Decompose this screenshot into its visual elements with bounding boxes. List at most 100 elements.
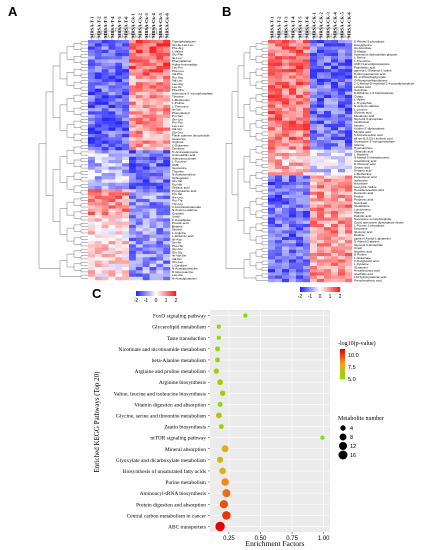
- heatmap-cell: [142, 98, 150, 102]
- heatmap-cell: [88, 88, 96, 93]
- heatmap-cell: [310, 56, 318, 60]
- heatmap-cell: [289, 133, 297, 137]
- heatmap-cell: [282, 98, 290, 102]
- panel-label-b: B: [222, 4, 231, 19]
- heatmap-cell: [108, 273, 116, 277]
- heatmap-cell: [122, 244, 130, 248]
- heatmap-cell: [345, 146, 353, 150]
- heatmap-cell: [163, 117, 171, 122]
- heatmap-cell: [275, 262, 283, 267]
- heatmap-cell: [345, 185, 353, 189]
- legend-gradient-segment: [340, 373, 345, 375]
- metabolite-label: Glu-Ile-Leu-Leu: [172, 43, 194, 47]
- dendrogram-branch: [261, 241, 268, 246]
- heatmap-cell: [275, 181, 283, 186]
- heatmap-cell: [122, 56, 130, 60]
- heatmap-cell: [108, 166, 116, 170]
- heatmap-cell: [310, 188, 318, 192]
- heatmap-cell: [275, 169, 283, 173]
- heatmap-cell: [129, 189, 137, 193]
- colorbar-segment: [150, 291, 152, 296]
- sample-label: MRSA-T-2: [96, 16, 101, 38]
- heatmap-cell: [268, 256, 276, 260]
- heatmap-cell: [296, 110, 304, 115]
- heatmap-cell: [345, 152, 353, 157]
- heatmap-cell: [149, 160, 157, 164]
- heatmap-cell: [88, 78, 96, 83]
- heatmap-cell: [268, 88, 276, 92]
- data-point: [215, 521, 225, 532]
- heatmap-cell: [129, 65, 137, 70]
- heatmap-cell: [324, 143, 332, 147]
- heatmap-cell: [289, 49, 297, 54]
- heatmap-cell: [268, 136, 276, 141]
- heatmap-cell: [135, 69, 143, 73]
- heatmap-cell: [275, 152, 283, 157]
- heatmap-cell: [135, 134, 143, 138]
- heatmap-cell: [317, 230, 325, 234]
- metabolite-label: L-Valine: [354, 98, 365, 102]
- heatmap-cell: [345, 52, 353, 57]
- heatmap-cell: [345, 230, 353, 234]
- heatmap-cell: [135, 241, 143, 245]
- heatmap-cell: [142, 108, 150, 112]
- heatmap-cell: [122, 59, 130, 63]
- heatmap-cell: [94, 140, 102, 144]
- metabolite-label: Tryptophylglycine: [172, 40, 196, 44]
- heatmap-cell: [108, 147, 116, 151]
- heatmap-cell: [129, 182, 137, 187]
- heatmap-cell: [345, 72, 353, 76]
- metabolite-label: Mevalonic acid: [354, 114, 374, 118]
- heatmap-cell: [303, 262, 311, 267]
- heatmap-cell: [268, 98, 276, 102]
- sample-label: MRSA-Ck-2: [137, 13, 142, 38]
- heatmap-cell: [268, 175, 276, 179]
- dendrogram-branch: [255, 94, 262, 102]
- heatmap-cell: [122, 153, 130, 157]
- heatmap-cell: [268, 59, 276, 63]
- heatmap-cell: [331, 243, 339, 247]
- heatmap-cell: [129, 247, 137, 252]
- dendrogram-branch: [115, 27, 157, 34]
- heatmap-cell: [331, 91, 339, 96]
- heatmap-cell: [156, 75, 164, 80]
- heatmap-cell: [108, 143, 116, 148]
- heatmap-cell: [115, 179, 123, 183]
- heatmap-cell: [268, 159, 276, 163]
- heatmap-cell: [163, 59, 171, 63]
- metabolite-label: Ile-Val-Ser: [172, 254, 186, 258]
- metabolite-label: Flavin adenine dinucleotide: [172, 134, 210, 138]
- heatmap-cell: [142, 228, 150, 232]
- heatmap-cell: [268, 162, 276, 167]
- heatmap-cell: [303, 91, 311, 96]
- heatmap-cell: [331, 52, 339, 57]
- heatmap-cell: [149, 172, 157, 177]
- heatmap-cell: [317, 249, 325, 254]
- heatmap-cell: [296, 198, 304, 202]
- colorbar-segment: [310, 287, 312, 292]
- sample-label: MRSA-CK-5: [340, 12, 345, 38]
- heatmap-cell: [296, 98, 304, 102]
- dendrogram-branch: [261, 235, 268, 239]
- heatmap-cell: [268, 62, 276, 67]
- heatmap-cell: [149, 75, 157, 80]
- heatmap-cell: [303, 72, 311, 76]
- heatmap-cell: [149, 69, 157, 73]
- heatmap-cell: [142, 215, 150, 219]
- heatmap-cell: [94, 276, 102, 281]
- heatmap-cell: [317, 136, 325, 141]
- heatmap-cell: [101, 215, 109, 219]
- heatmap-cell: [156, 111, 164, 115]
- heatmap-cell: [268, 262, 276, 267]
- heatmap-cell: [122, 150, 130, 154]
- dendrogram-branch: [261, 86, 268, 91]
- heatmap-cell: [296, 52, 304, 57]
- heatmap-cell: [268, 114, 276, 118]
- legend-gradient-segment: [340, 359, 345, 361]
- colorbar-segment: [315, 287, 317, 292]
- pathway-label: Aminoacyl-tRNA biosynthesis: [140, 491, 206, 497]
- heatmap-cell: [317, 69, 325, 73]
- heatmap-cell: [156, 247, 164, 252]
- metabolite-label: Uridine 5'-diphosphate: [354, 127, 385, 131]
- heatmap-cell: [101, 137, 109, 141]
